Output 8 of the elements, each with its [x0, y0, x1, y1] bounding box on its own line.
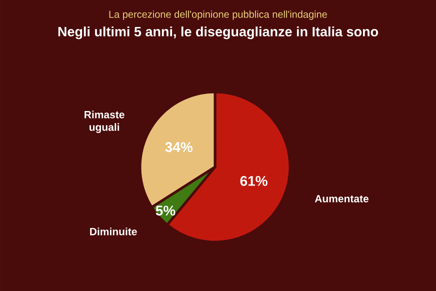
chart-title: La percezione dell'opinione pubblica nell'indagine	[109, 10, 327, 20]
data-label: 34%	[165, 142, 192, 152]
data-label: 5%	[156, 206, 176, 216]
slice-label: Diminuite	[90, 228, 137, 236]
slice-label: Aumentate	[314, 195, 368, 202]
slice-label: Rimaste uguali	[84, 110, 124, 133]
chart-subtitle: Negli ultimi 5 anni, le diseguaglianze in Italia sono	[58, 26, 378, 40]
data-label: 61%	[240, 176, 268, 186]
